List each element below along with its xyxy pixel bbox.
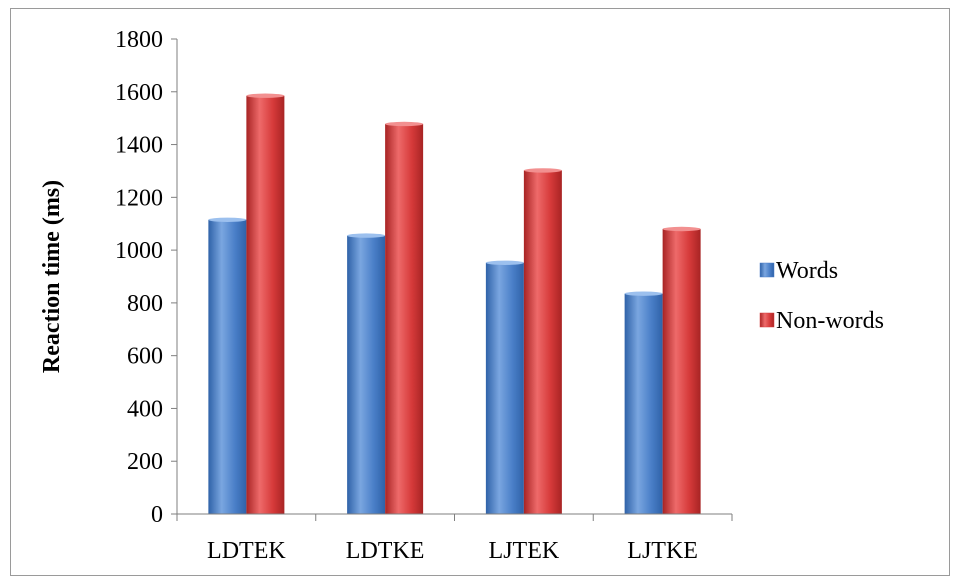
y-axis-label: Reaction time (ms) bbox=[39, 180, 65, 373]
bar-non-words-ldtek bbox=[246, 95, 285, 514]
y-tick-label: 400 bbox=[127, 396, 163, 422]
legend-label-non-words: Non-words bbox=[776, 308, 884, 334]
axes bbox=[176, 39, 733, 521]
bar-non-words-ldtke bbox=[385, 123, 424, 514]
y-tick-label: 200 bbox=[127, 449, 163, 475]
y-tick-label: 1000 bbox=[115, 238, 163, 264]
bar-top bbox=[208, 217, 247, 222]
y-axis-ticks: 0 200 400 600 800 1000 1200 1400 1600 1800 bbox=[115, 27, 177, 528]
bar-words-ldtke bbox=[347, 235, 386, 514]
y-tick-label: 600 bbox=[127, 344, 163, 370]
bar-top bbox=[485, 260, 524, 265]
x-tick-label: LJTKE bbox=[627, 538, 698, 564]
bar-top bbox=[624, 291, 663, 296]
legend: Words Non-words bbox=[759, 258, 884, 334]
bar-non-words-ljtke bbox=[662, 229, 701, 514]
y-tick-label: 1200 bbox=[115, 185, 163, 211]
bar-top bbox=[347, 233, 386, 238]
y-tick-label: 1800 bbox=[115, 27, 163, 53]
x-axis-labels: LDTEK LDTKE LJTEK LJTKE bbox=[207, 538, 698, 564]
y-tick-label: 1400 bbox=[115, 133, 163, 159]
bar-words-ldtek bbox=[208, 219, 247, 514]
bar-non-words-ljtek bbox=[523, 170, 562, 514]
x-tick-label: LDTKE bbox=[346, 538, 425, 564]
legend-label-words: Words bbox=[776, 258, 838, 284]
bar-top bbox=[662, 226, 701, 232]
bar-top bbox=[385, 121, 424, 127]
y-tick-label: 0 bbox=[151, 502, 163, 528]
bar-top bbox=[523, 168, 562, 173]
legend-swatch-non-words bbox=[759, 312, 775, 328]
x-tick-label: LDTEK bbox=[207, 538, 286, 564]
chart-frame: 0 200 400 600 800 1000 1200 1400 1600 1800 LDTEK L… bbox=[10, 8, 950, 576]
bar-top bbox=[246, 93, 285, 98]
bar-words-ljtke bbox=[624, 293, 663, 514]
x-tick-label: LJTEK bbox=[489, 538, 560, 564]
y-tick-label: 800 bbox=[127, 291, 163, 317]
bar-words-ljtek bbox=[485, 262, 524, 514]
legend-swatch-words bbox=[759, 262, 775, 278]
y-tick-label: 1600 bbox=[115, 80, 163, 106]
bars bbox=[208, 93, 701, 514]
